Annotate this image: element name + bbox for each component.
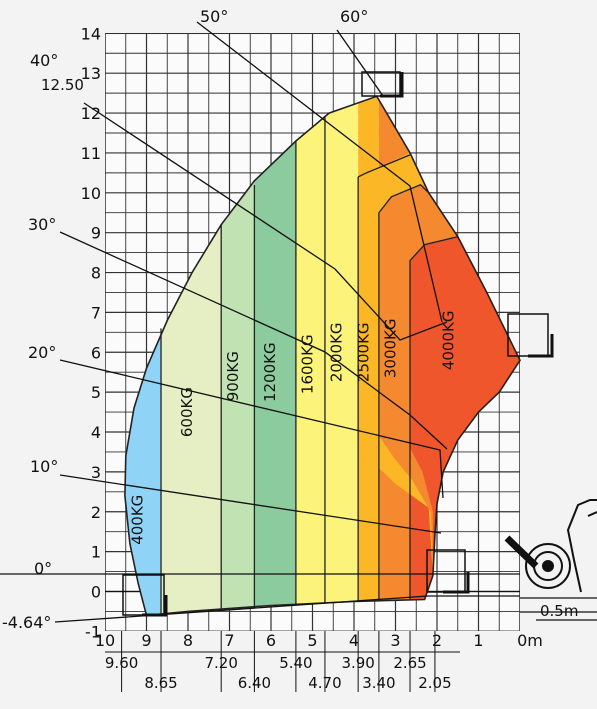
zone-label-3000kg: 3000KG — [382, 318, 400, 378]
y-tick-label: 5 — [91, 383, 101, 402]
boom-angle-line — [336, 29, 384, 97]
zone-label-600kg: 600KG — [178, 387, 196, 437]
fork-icon-top — [361, 71, 404, 98]
zone-boundary-line — [409, 236, 458, 600]
x-tick-label: 0m — [517, 631, 543, 650]
zone-label-900kg: 900KG — [224, 351, 242, 401]
x-axis-ticks: 10 9 8 7 6 5 4 3 2 1 0m — [95, 631, 543, 650]
y-tick-label: 10 — [81, 184, 101, 203]
y-tick-label: 11 — [81, 144, 101, 163]
angle-label: 40° — [30, 51, 58, 70]
y-tick-label: 9 — [91, 224, 101, 243]
y-tick-label: 7 — [91, 303, 101, 322]
x-tick-label: 5 — [307, 631, 317, 650]
fork-icon-right — [507, 313, 554, 358]
zone-boundary-line — [378, 184, 430, 602]
zone-boundaries — [160, 117, 458, 614]
x-tick-label: 6 — [266, 631, 276, 650]
y-tick-label: 8 — [91, 264, 101, 283]
x-tick-label: 4 — [349, 631, 359, 650]
y-tick-label: 14 — [81, 24, 101, 43]
reach-labels: 9.60 7.20 5.40 3.90 2.658.65 6.40 4.70 3.40 2.05 — [105, 631, 452, 692]
x-tick-label: 3 — [390, 631, 400, 650]
y-tick-label: 12 — [81, 104, 101, 123]
boom-angle-line — [59, 474, 442, 534]
zone-label-4000kg: 4000KG — [440, 310, 458, 370]
boom-angle-line — [59, 359, 444, 499]
fork-icon-ground — [426, 549, 470, 594]
x-tick-label: 7 — [224, 631, 234, 650]
angle-label: -4.64° — [2, 613, 51, 632]
angle-label: 60° — [340, 7, 368, 26]
y-tick-label: 6 — [91, 343, 101, 362]
boom-angle-line — [54, 595, 520, 623]
angle-labels: 60° 50° 40° 30° 20° 10° 0° -4.64° — [2, 7, 368, 632]
x-tick-label: 1 — [473, 631, 483, 650]
y-tick-label: 0 — [91, 583, 101, 602]
boom-angle-line — [83, 102, 448, 341]
y-tick-label: 1 — [91, 543, 101, 562]
zone-label-400kg: 400KG — [128, 495, 146, 545]
x-tick-label: 10 — [95, 631, 115, 650]
zone-label-1200kg: 1200KG — [261, 342, 279, 402]
x-tick-label: 9 — [141, 631, 151, 650]
zone-label-2000kg: 2000KG — [328, 322, 346, 382]
y-tick-label: -1 — [85, 622, 101, 641]
y-tick-label: 13 — [81, 64, 101, 83]
boom-angle-line — [59, 231, 448, 450]
fork-icon-far — [122, 574, 168, 617]
machine-icon — [504, 499, 597, 593]
x-tick-label: 8 — [183, 631, 193, 650]
max-height-label: 12.50 — [41, 76, 84, 94]
zone-labels: 400KG 600KG 900KG 1200KG 1600KG 2000KG 2500KG 3… — [128, 310, 457, 544]
zone-label-2500kg: 2500KG — [355, 322, 373, 382]
zone-1600kg — [295, 96, 325, 616]
y-tick-label: 3 — [91, 463, 101, 482]
zone-boundary-line — [357, 154, 411, 178]
boom-angle-lines — [0, 21, 520, 623]
x-tick-label: 2 — [432, 631, 442, 650]
zone-label-1600kg: 1600KG — [299, 334, 317, 394]
y-tick-label: 4 — [91, 423, 101, 442]
zone-1200kg — [254, 96, 296, 616]
y-tick-label: 2 — [91, 503, 101, 522]
scale-label: 0.5m — [540, 602, 578, 620]
angle-label: 10° — [30, 457, 58, 476]
angle-label: 20° — [28, 343, 56, 362]
angle-label: 0° — [34, 559, 52, 578]
angle-label: 50° — [200, 7, 228, 26]
angle-label: 30° — [28, 215, 56, 234]
scale-indicator — [520, 597, 597, 621]
boom-angle-line — [196, 21, 443, 323]
